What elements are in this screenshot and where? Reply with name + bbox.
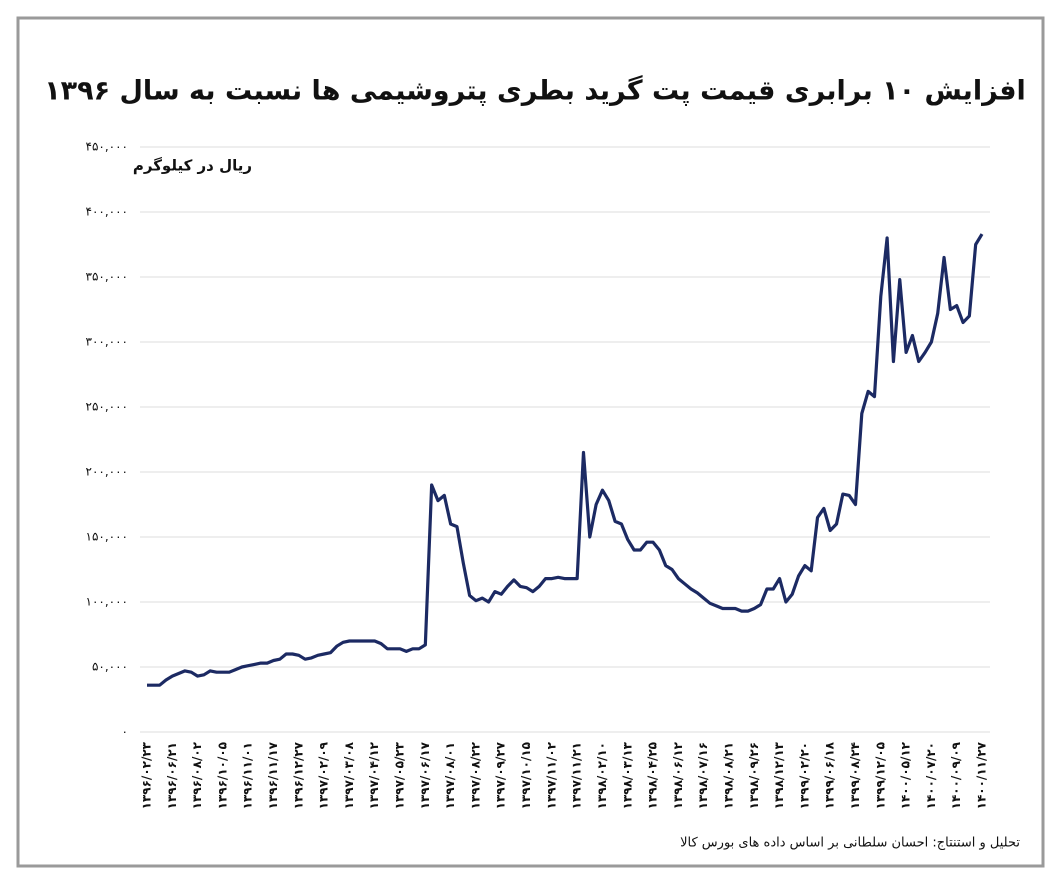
y-tick-label: ۳۵۰,۰۰۰ [86,270,129,284]
y-tick-label: ۳۰۰,۰۰۰ [86,335,129,349]
x-tick-label: ۱۳۹۶/۱۱/۰۱ [241,742,255,809]
x-tick-label: ۱۳۹۸/۰۳/۱۳ [620,741,634,809]
source-note: تحلیل و استنتاج: احسان سلطانی بر اساس دا… [680,836,1020,851]
x-tick-label: ۱۴۰۰/۰۷/۲۰ [924,742,938,809]
frame [16,16,1045,868]
x-tick-label: ۱۳۹۶/۰۸/۰۲ [190,741,204,809]
x-tick-label: ۱۳۹۸/۰۹/۲۶ [747,742,761,809]
x-tick-label: ۱۳۹۸/۰۲/۱۰ [595,742,609,809]
y-axis-label: ریال در کیلوگرم [133,157,252,175]
x-tick-label: ۱۳۹۸/۰۸/۲۱ [721,742,735,809]
x-tick-label: ۱۴۰۰/۱۱/۲۷ [975,741,989,809]
x-tick-label: ۱۳۹۷/۰۳/۰۸ [342,741,356,809]
y-tick-label: ۰ [122,725,128,739]
x-tick-label: ۱۳۹۸/۰۷/۱۶ [696,742,710,809]
y-tick-label: ۲۵۰,۰۰۰ [86,400,129,414]
y-tick-label: ۲۰۰,۰۰۰ [86,465,129,479]
x-tick-label: ۱۳۹۷/۰۵/۲۳ [393,741,407,809]
y-tick-label: ۴۵۰,۰۰۰ [86,140,129,154]
x-tick-label: ۱۴۰۰/۰۹/۰۹ [949,741,963,809]
x-tick-label: ۱۳۹۶/۱۱/۱۷ [266,741,280,809]
x-tick-label: ۱۳۹۶/۰۲/۲۳ [140,741,154,809]
x-tick-label: ۱۳۹۷/۰۶/۱۷ [418,741,432,809]
y-tick-label: ۱۰۰,۰۰۰ [86,595,129,609]
x-tick-label: ۱۳۹۷/۱۰/۱۵ [519,742,533,809]
data-line [147,233,984,687]
x-tick-label: ۱۳۹۹/۰۶/۱۸ [823,741,837,809]
chart-title: افزایش ۱۰ برابری قیمت پت گرید بطری پتروش… [44,75,1026,107]
x-tick-label: ۱۳۹۶/۱۰/۰۵ [215,742,229,809]
y-tick-label: ۴۰۰,۰۰۰ [86,205,129,219]
x-tick-label: ۱۳۹۸/۰۴/۲۵ [646,742,660,809]
x-tick-label: ۱۳۹۸/۰۶/۱۲ [671,741,685,809]
x-tick-label: ۱۳۹۷/۰۴/۱۲ [367,741,381,809]
x-tick-label: ۱۳۹۷/۰۲/۰۹ [317,741,331,809]
x-tick-label: ۱۳۹۷/۱۱/۲۱ [570,742,584,809]
y-tick-label: ۱۵۰,۰۰۰ [86,530,129,544]
x-tick-label: ۱۳۹۷/۰۸/۰۱ [443,742,457,809]
x-tick-label: ۱۳۹۶/۰۶/۲۱ [165,742,179,809]
x-tick-label: ۱۳۹۹/۰۸/۲۴ [848,742,862,809]
y-tick-label: ۵۰,۰۰۰ [92,660,128,674]
x-tick-label: ۱۳۹۷/۰۸/۲۲ [468,741,482,809]
x-tick-label: ۱۳۹۹/۰۲/۲۰ [797,742,811,809]
x-tick-label: ۱۳۹۸/۱۲/۱۳ [772,741,786,809]
x-tick-label: ۱۳۹۷/۰۹/۲۷ [494,741,508,809]
x-tick-label: ۱۳۹۷/۱۱/۰۲ [544,741,558,809]
x-tick-label: ۱۳۹۶/۱۲/۲۷ [291,741,305,809]
x-tick-label: ۱۴۰۰/۰۵/۱۲ [899,741,913,809]
x-tick-label: ۱۳۹۹/۱۲/۰۵ [873,742,887,809]
